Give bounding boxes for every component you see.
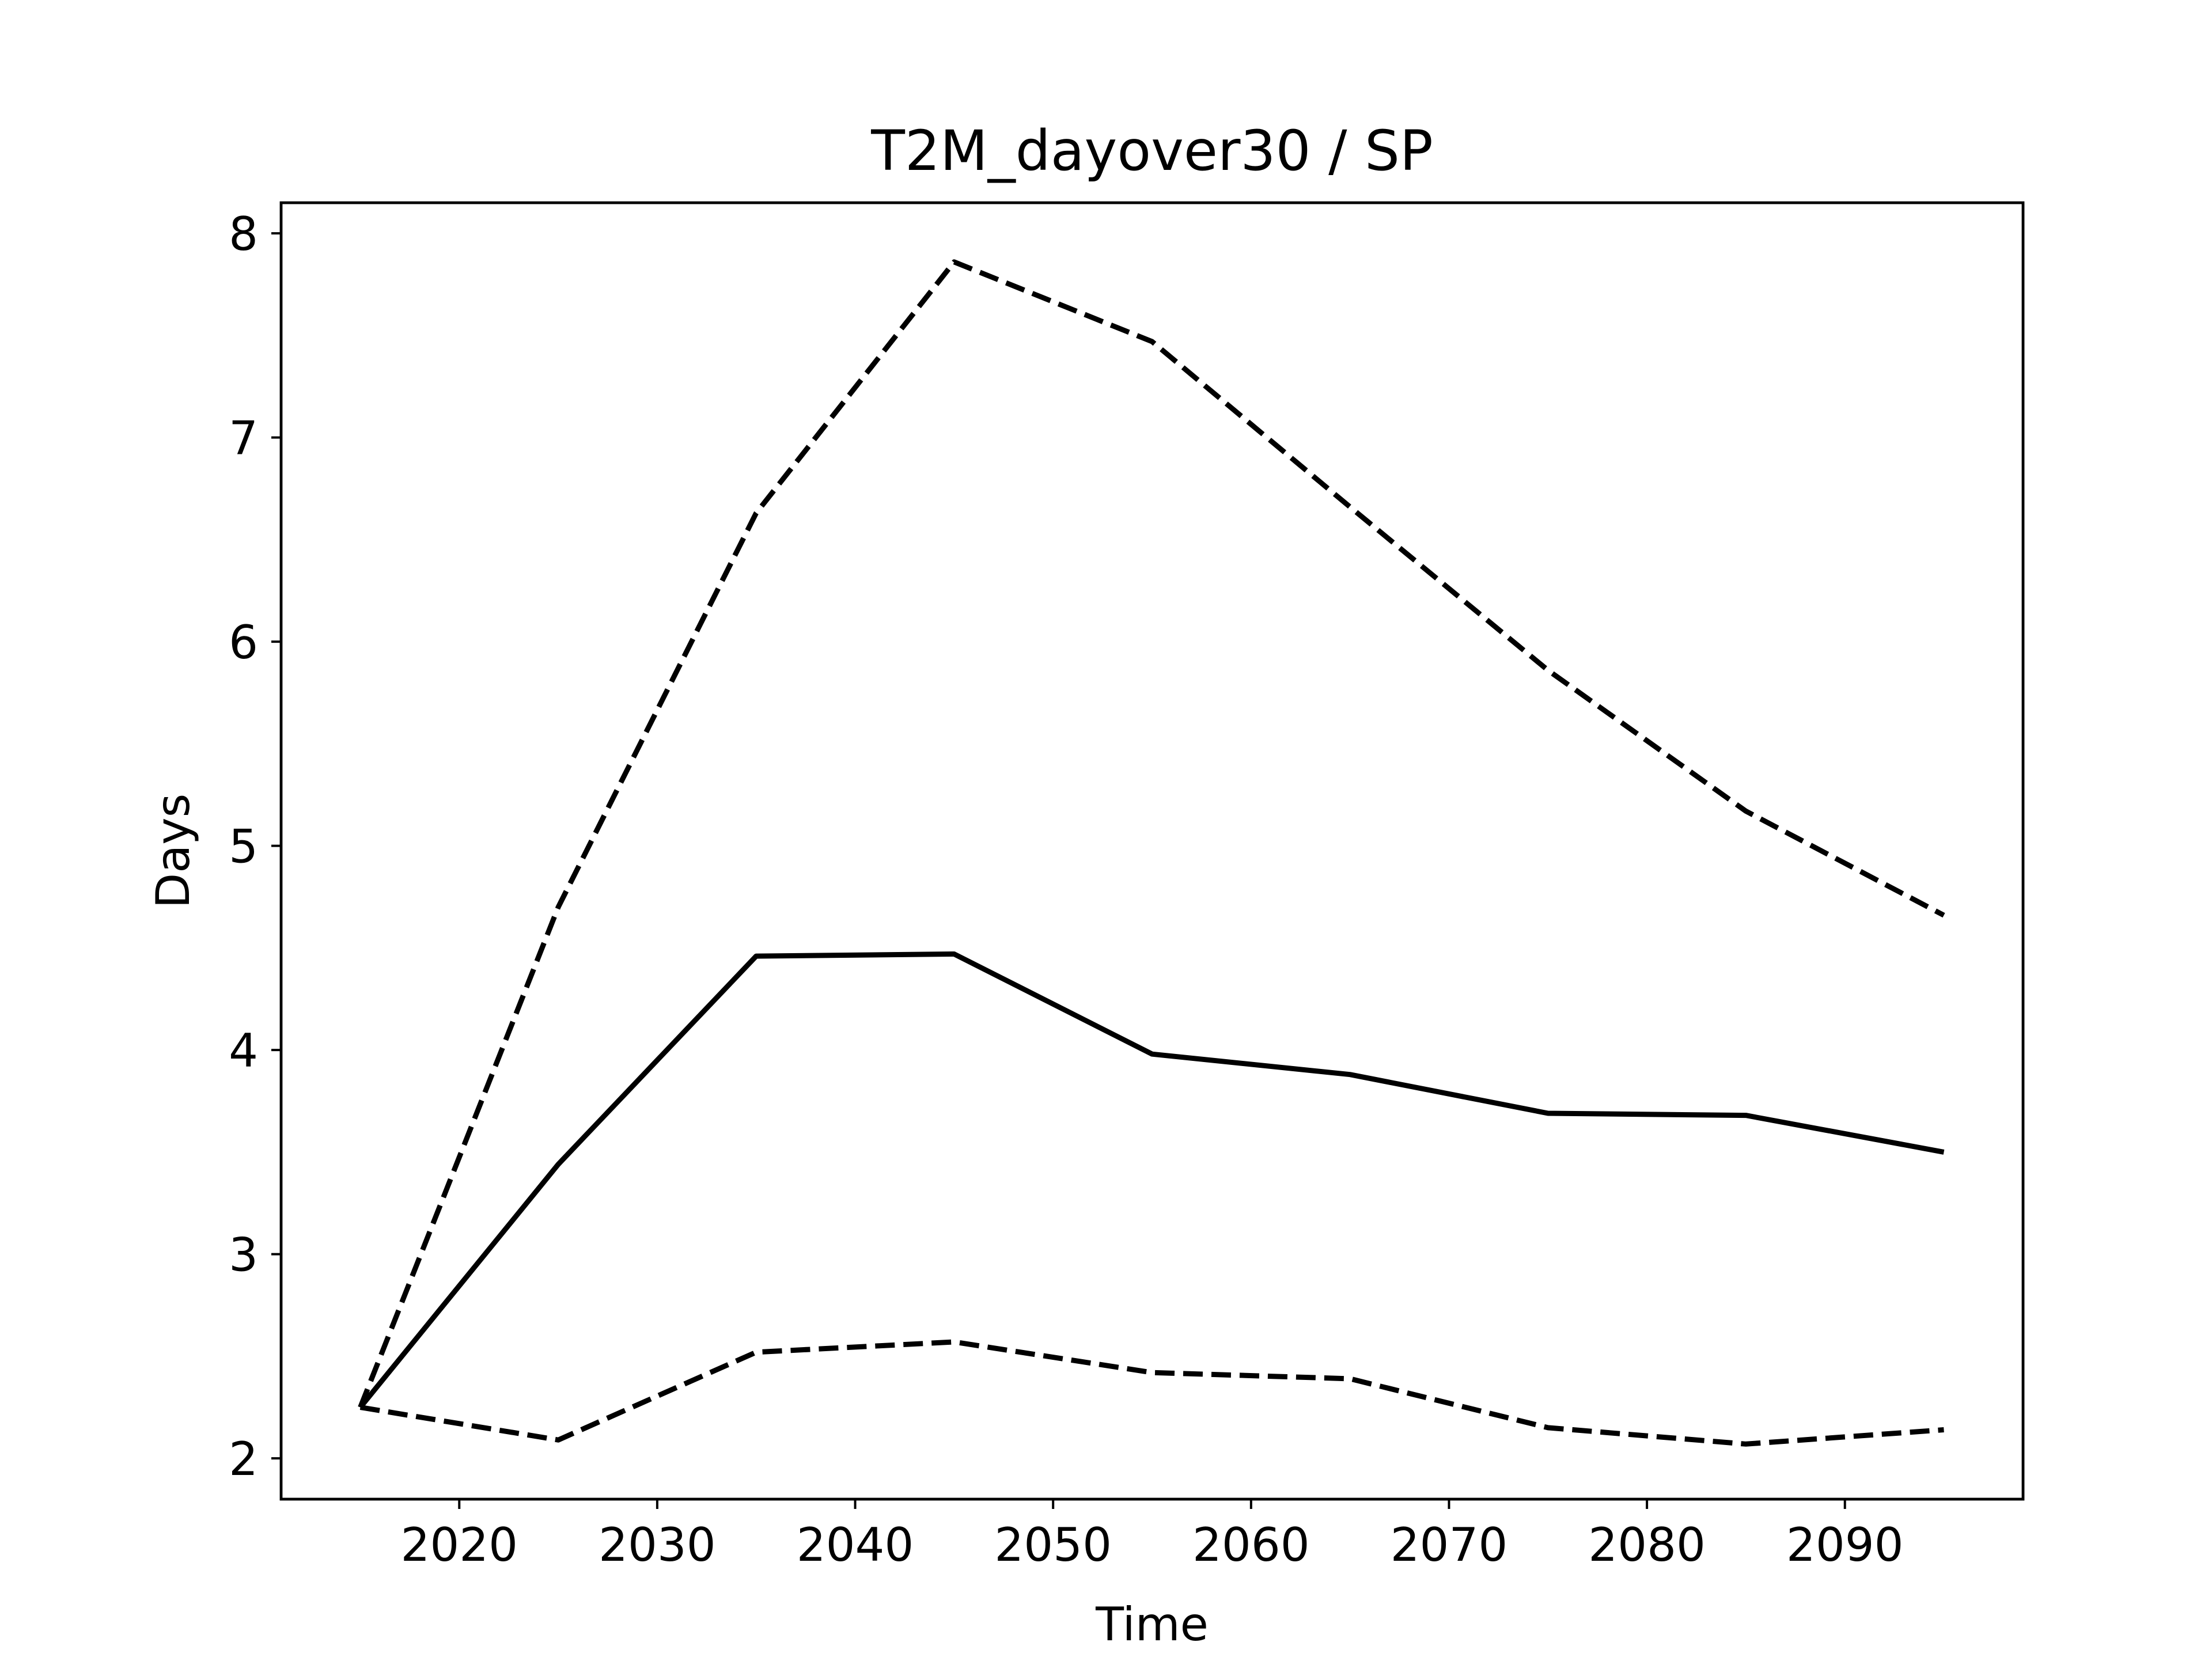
y-tick-label: 2 <box>229 1432 258 1486</box>
y-axis-label: Days <box>146 794 200 909</box>
y-tick-label: 3 <box>229 1228 258 1282</box>
upper-bound-dashed-line <box>358 259 1945 1409</box>
series-layer <box>358 259 1945 1447</box>
x-tick-label: 2020 <box>400 1518 518 1572</box>
ticks-layer: 2020 2030 2040 2050 2060 2070 2080 2090 2 3 4 5 6 7 8 <box>229 207 1903 1572</box>
x-tick-label: 2030 <box>599 1518 716 1572</box>
y-tick-label: 4 <box>229 1024 258 1078</box>
x-axis-label: Time <box>1095 1598 1209 1651</box>
chart-title: T2M_dayover30 / SP <box>870 119 1433 183</box>
x-tick-label: 2070 <box>1391 1518 1508 1572</box>
lower-bound-dashed-line <box>359 1339 1944 1447</box>
y-tick-label: 7 <box>229 412 258 465</box>
x-tick-label: 2090 <box>1786 1518 1904 1572</box>
y-tick-label: 6 <box>229 616 258 669</box>
median-line <box>358 951 1945 1409</box>
y-tick-label: 5 <box>229 820 258 874</box>
y-tick-label: 8 <box>229 207 258 261</box>
x-tick-label: 2080 <box>1588 1518 1706 1572</box>
x-tick-label: 2050 <box>994 1518 1112 1572</box>
x-tick-label: 2060 <box>1192 1518 1310 1572</box>
x-tick-label: 2040 <box>797 1518 914 1572</box>
plot-frame <box>279 201 2025 1501</box>
